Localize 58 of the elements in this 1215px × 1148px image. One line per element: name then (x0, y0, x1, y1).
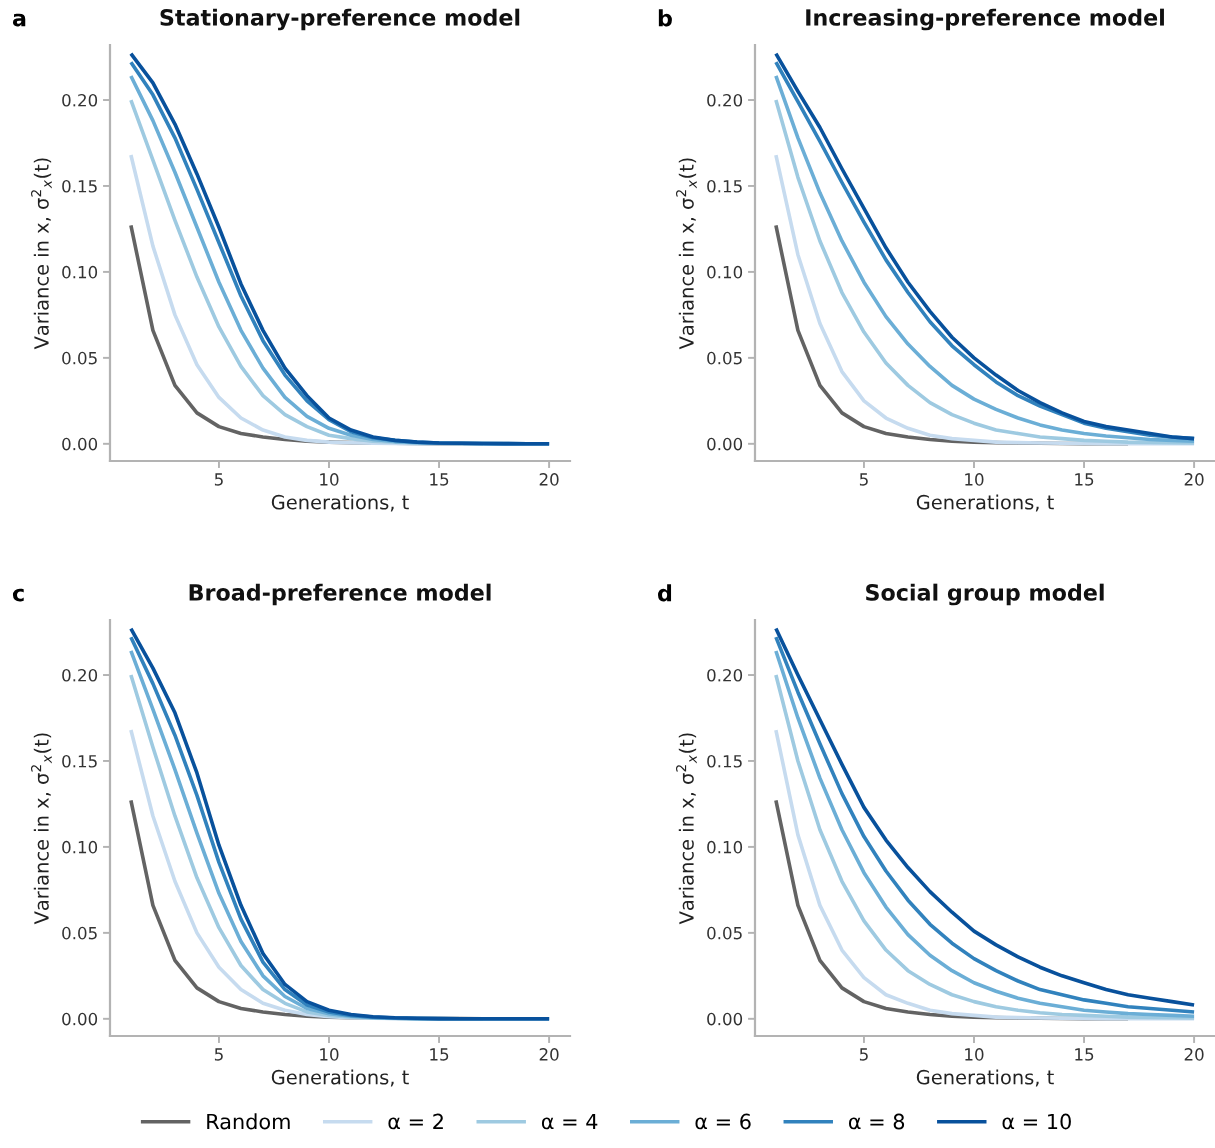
text: a (12, 13, 26, 27)
x-tick-label: 5 (859, 1048, 868, 1061)
y-tick-label: 0.00 (707, 437, 743, 451)
x-axis-title: Generations, t (916, 1069, 1054, 1087)
y-tick-label: 0.00 (62, 1012, 98, 1026)
y-tick-label: 0.15 (707, 179, 742, 193)
text: c (12, 588, 24, 602)
chart-title: Stationary-preference model (160, 8, 520, 31)
x-tick-label: 20 (1184, 473, 1204, 486)
x-axis-title: Generations, t (271, 1069, 409, 1087)
y-tick-label: 0.10 (707, 265, 743, 279)
x-tick-label: 5 (859, 473, 868, 486)
legend-label: Random (207, 1113, 290, 1130)
chart-title: Increasing-preference model (806, 8, 1164, 31)
legend-label: α = 6 (695, 1113, 751, 1130)
y-tick-label: 0.05 (707, 351, 742, 365)
y-tick-label: 0.05 (62, 351, 97, 365)
x-tick-label: 20 (539, 1048, 559, 1061)
x-tick-label: 5 (214, 1048, 223, 1061)
y-tick-label: 0.10 (62, 840, 98, 854)
legend-label: α = 4 (541, 1113, 598, 1130)
x-axis-title: Generations, t (271, 494, 409, 512)
y-axis-title: Variance in x, σ$^{2}$$_{x}$(t) (31, 733, 52, 925)
x-tick-label: 15 (430, 473, 449, 486)
y-tick-label: 0.20 (707, 668, 743, 682)
y-tick-label: 0.00 (62, 437, 98, 451)
x-tick-label: 10 (965, 1048, 984, 1061)
y-tick-label: 0.20 (62, 668, 98, 682)
legend-label: α = 2 (388, 1113, 443, 1130)
y-axis-title: Variance in x, σ$^{2}$$_{x}$(t) (676, 733, 697, 925)
y-tick-label: 0.05 (707, 926, 742, 940)
y-tick-label: 0.00 (707, 1012, 743, 1026)
y-axis-title: Variance in x, σ$^{2}$$_{x}$(t) (31, 158, 52, 350)
y-tick-label: 0.20 (62, 93, 98, 107)
x-tick-label: 15 (430, 1048, 449, 1061)
y-tick-label: 0.15 (62, 179, 97, 193)
x-tick-label: 10 (320, 1048, 339, 1061)
x-tick-label: 15 (1075, 1048, 1094, 1061)
x-tick-label: 15 (1075, 473, 1094, 486)
y-tick-label: 0.10 (62, 265, 98, 279)
x-tick-label: 20 (1184, 1048, 1204, 1061)
y-tick-label: 0.05 (62, 926, 97, 940)
x-tick-label: 10 (965, 473, 984, 486)
legend-label: α = 10 (1002, 1113, 1071, 1130)
legend-label: α = 8 (848, 1113, 905, 1130)
y-tick-label: 0.15 (62, 754, 97, 768)
y-tick-label: 0.10 (707, 840, 743, 854)
y-tick-label: 0.15 (707, 754, 742, 768)
text: b (658, 9, 672, 27)
y-tick-label: 0.20 (707, 93, 743, 107)
text: d (658, 584, 672, 602)
chart-title: Social group model (866, 583, 1104, 606)
x-tick-label: 20 (539, 473, 559, 486)
x-tick-label: 10 (320, 473, 339, 486)
y-axis-title: Variance in x, σ$^{2}$$_{x}$(t) (676, 158, 697, 350)
x-tick-label: 5 (214, 473, 223, 486)
chart-title: Broad-preference model (189, 583, 491, 606)
x-axis-title: Generations, t (916, 494, 1054, 512)
